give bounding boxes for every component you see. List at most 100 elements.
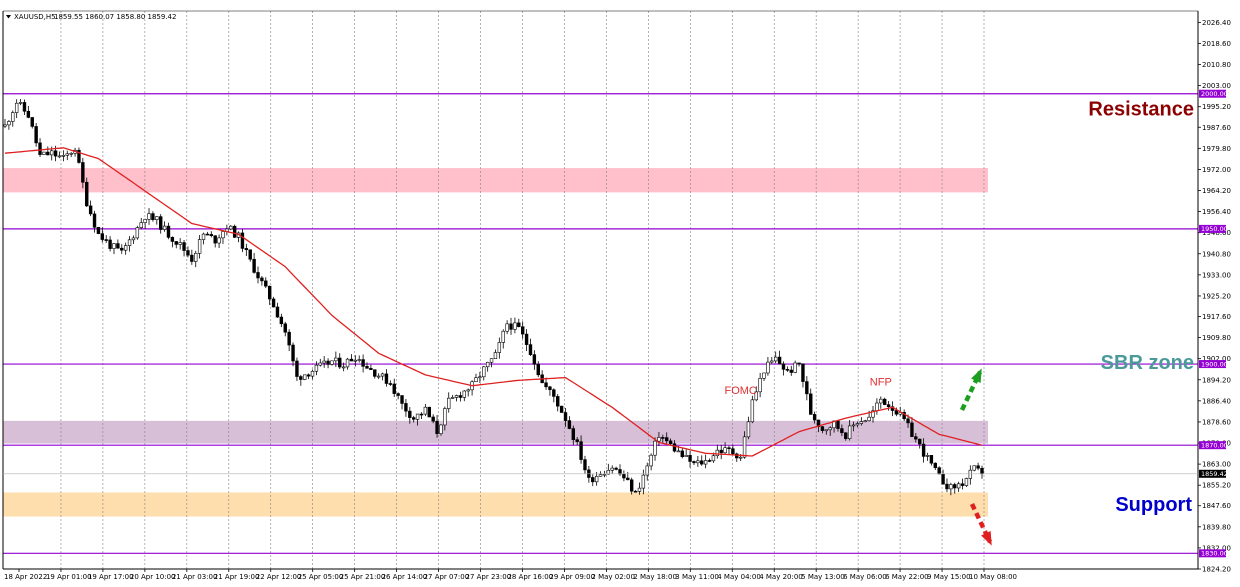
- candle-body: [57, 155, 62, 158]
- candle: [567, 416, 572, 430]
- candle-body: [127, 239, 132, 246]
- candle: [178, 238, 182, 250]
- candle-body: [828, 427, 832, 431]
- candle: [774, 351, 778, 364]
- candle-body: [953, 484, 957, 489]
- candle: [789, 365, 793, 376]
- candle-body: [151, 213, 155, 220]
- candle-body: [497, 342, 502, 353]
- x-tick-label: 19 Apr 01:00: [46, 573, 92, 581]
- x-tick-label: 21 Apr 03:00: [172, 573, 218, 581]
- candle: [921, 438, 926, 463]
- candle: [135, 225, 140, 240]
- level-price-tag: [1199, 360, 1226, 369]
- candle-body: [914, 436, 918, 440]
- candle: [696, 456, 700, 467]
- candle-body: [770, 360, 774, 363]
- candle: [131, 235, 136, 245]
- candle-body: [450, 397, 455, 399]
- candle-body: [65, 153, 69, 156]
- candle-body: [22, 102, 27, 112]
- candle: [618, 464, 622, 477]
- candle: [244, 243, 249, 257]
- candle-body: [509, 323, 513, 330]
- candle-body: [711, 455, 716, 462]
- x-tick-label: 22 Apr 12:00: [256, 573, 302, 581]
- candle: [392, 378, 396, 398]
- candle-body: [606, 469, 611, 475]
- candle-body: [871, 410, 875, 418]
- candle-body: [248, 249, 252, 260]
- candle: [408, 407, 412, 424]
- candle-body: [941, 473, 945, 485]
- candle-body: [591, 477, 595, 483]
- candle-body: [34, 126, 38, 144]
- candle: [474, 373, 478, 383]
- candle: [361, 354, 365, 373]
- candle-body: [431, 416, 435, 422]
- candle: [641, 469, 646, 495]
- candle-body: [287, 331, 291, 346]
- candle: [22, 99, 27, 116]
- bearish-arrow: [969, 503, 993, 546]
- candle: [645, 462, 649, 481]
- candle: [279, 313, 284, 328]
- candle: [100, 227, 105, 243]
- candle-body: [404, 403, 408, 412]
- candle-body: [373, 369, 377, 377]
- candle: [929, 455, 934, 466]
- candle: [158, 214, 163, 234]
- candle-body: [618, 469, 622, 475]
- y-tick-label: 1863.00: [1202, 461, 1231, 469]
- candle-body: [933, 462, 937, 468]
- candle: [956, 481, 961, 492]
- candle: [723, 442, 727, 456]
- candle-body: [824, 429, 829, 432]
- candle-body: [454, 395, 459, 398]
- candle-body: [707, 460, 712, 462]
- candle: [326, 358, 330, 369]
- candle: [501, 329, 505, 349]
- candle-body: [108, 239, 112, 249]
- candle-body: [645, 465, 649, 476]
- candle-body: [968, 469, 973, 479]
- candle-body: [855, 423, 860, 426]
- candle-body: [552, 389, 556, 397]
- candle: [450, 394, 455, 399]
- y-tick-label: 1839.80: [1202, 523, 1231, 531]
- candle-body: [376, 375, 381, 378]
- candle: [844, 432, 848, 441]
- x-tick-label: 27 Apr 07:00: [424, 573, 470, 581]
- candle-body: [809, 393, 813, 415]
- y-tick-label: 1855.20: [1202, 482, 1231, 490]
- candle-body: [232, 225, 237, 238]
- candle-body: [777, 356, 782, 365]
- candle-body: [797, 362, 801, 365]
- x-tick-label: 18 Apr 2022: [4, 573, 47, 581]
- candle: [871, 405, 875, 423]
- candle-body: [158, 216, 163, 230]
- candle-body: [194, 252, 198, 262]
- candle-body: [275, 306, 280, 318]
- candle: [544, 377, 548, 390]
- candle-body: [851, 424, 856, 427]
- candle: [886, 401, 891, 411]
- candle-body: [684, 455, 688, 457]
- candle-body: [466, 389, 470, 392]
- candle: [42, 151, 46, 155]
- candle: [571, 425, 575, 445]
- symbol-dropdown-icon[interactable]: [6, 15, 11, 19]
- candle: [622, 470, 626, 482]
- candle-body: [326, 360, 330, 365]
- candle: [182, 239, 186, 257]
- candle: [594, 471, 599, 486]
- candle: [357, 355, 361, 363]
- candle-body: [162, 225, 167, 230]
- candle-body: [61, 154, 66, 157]
- candle-body: [92, 213, 97, 228]
- candle-body: [980, 467, 984, 475]
- candle-body: [972, 465, 976, 471]
- candle: [369, 364, 373, 371]
